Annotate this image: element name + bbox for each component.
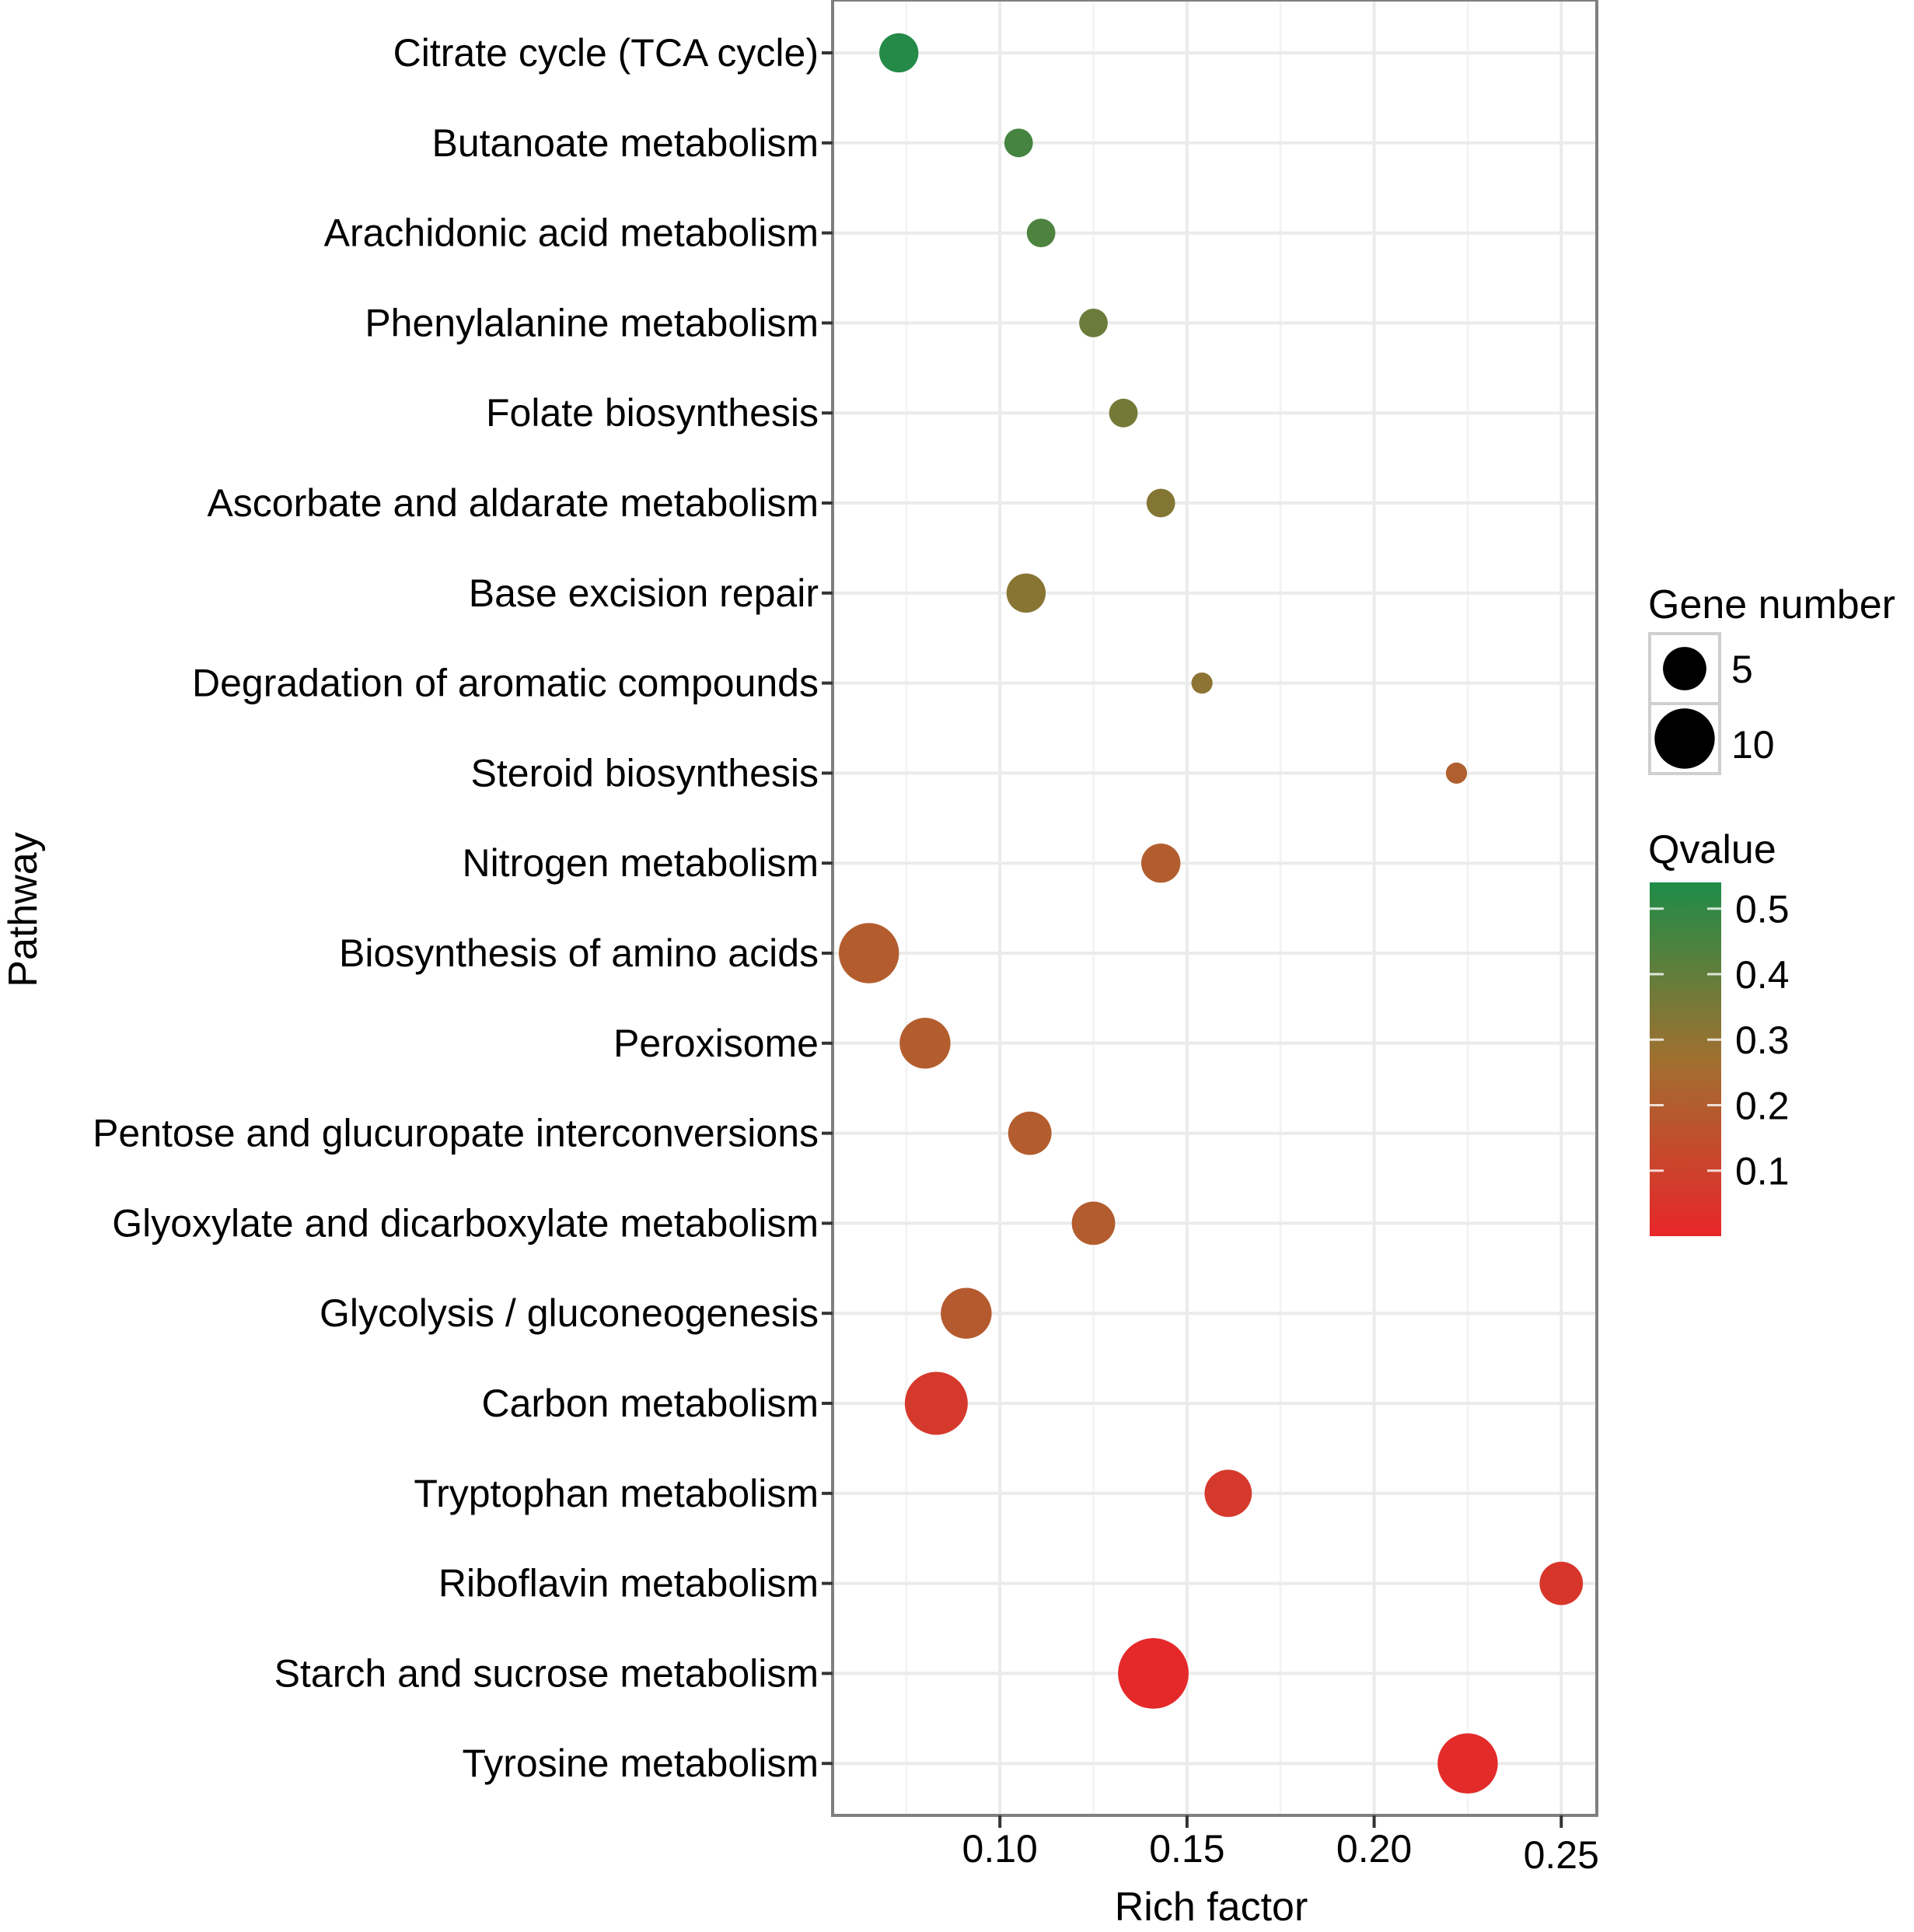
size-legend: Gene number 5 10 (1648, 582, 1895, 775)
y-axis-title: Pathway (1, 832, 46, 987)
data-point (904, 1371, 968, 1435)
data-point (1191, 673, 1213, 694)
x-axis-title: Rich factor (1115, 1885, 1308, 1930)
y-tick-label: Steroid biosynthesis (471, 751, 819, 795)
y-tick-label: Tryptophan metabolism (414, 1472, 819, 1515)
color-legend-title: Qvalue (1648, 827, 1776, 872)
y-tick-label: Tyrosine metabolism (463, 1742, 819, 1785)
y-tick-label: Base excision repair (469, 571, 819, 615)
data-point (1109, 398, 1138, 428)
colorbar-tick-label: 0.2 (1735, 1084, 1790, 1127)
y-tick-label: Degradation of aromatic compounds (192, 662, 819, 705)
y-tick-label: Carbon metabolism (481, 1382, 819, 1425)
colorbar-tick-label: 0.5 (1735, 888, 1790, 931)
data-point (1006, 573, 1046, 613)
size-legend-dot-10 (1654, 708, 1715, 769)
data-point (1204, 1469, 1252, 1518)
data-point (1026, 218, 1056, 247)
color-legend-bar (1650, 882, 1721, 1236)
x-tick-label: 0.20 (1336, 1827, 1412, 1871)
size-legend-label-10: 10 (1731, 723, 1775, 767)
y-tick-label: Pentose and glucuropate interconversions (93, 1112, 819, 1155)
y-tick-label: Glyoxylate and dicarboxylate metabolism (112, 1201, 819, 1245)
data-point (941, 1287, 992, 1339)
size-legend-title: Gene number (1648, 582, 1895, 627)
data-point (899, 1018, 951, 1069)
x-tick-label: 0.15 (1149, 1827, 1224, 1871)
data-point (1539, 1561, 1584, 1605)
data-point (1071, 1201, 1116, 1245)
y-tick-label: Biosynthesis of amino acids (339, 931, 819, 975)
y-tick-label: Butanoate metabolism (431, 121, 819, 165)
y-tick-label: Peroxisome (613, 1022, 819, 1065)
y-tick-label: Phenylalanine metabolism (365, 301, 819, 344)
y-tick-label: Riboflavin metabolism (438, 1562, 819, 1605)
data-point (1445, 762, 1468, 784)
y-tick-label: Starch and sucrose metabolism (274, 1651, 819, 1695)
y-tick-label: Citrate cycle (TCA cycle) (393, 31, 819, 75)
size-legend-dot-5 (1663, 647, 1706, 690)
data-point (1146, 488, 1175, 518)
x-tick-label: 0.25 (1524, 1833, 1599, 1877)
y-tick-label: Ascorbate and aldarate metabolism (207, 481, 819, 525)
x-tick-label: 0.10 (962, 1827, 1038, 1871)
y-tick-label: Folate biosynthesis (486, 391, 819, 435)
data-point (1004, 128, 1033, 158)
data-point (879, 33, 919, 73)
data-point (1140, 844, 1181, 883)
colorbar-tick-label: 0.3 (1735, 1018, 1790, 1062)
data-point (1079, 309, 1108, 337)
color-legend: Qvalue 0.5 0.4 0.3 0.2 0.1 (1648, 827, 1790, 1236)
colorbar-tick-label: 0.1 (1735, 1150, 1790, 1193)
data-point (1118, 1638, 1189, 1709)
y-tick-label: Nitrogen metabolism (462, 841, 819, 885)
colorbar-tick-label: 0.4 (1735, 953, 1790, 997)
y-tick-label: Glycolysis / gluconeogenesis (320, 1291, 819, 1335)
data-point (1008, 1111, 1052, 1155)
size-legend-label-5: 5 (1731, 648, 1753, 691)
data-point (1437, 1733, 1498, 1794)
y-tick-label: Arachidonic acid metabolism (324, 211, 819, 255)
plot-panel (831, 0, 1598, 1817)
data-point (838, 923, 899, 983)
